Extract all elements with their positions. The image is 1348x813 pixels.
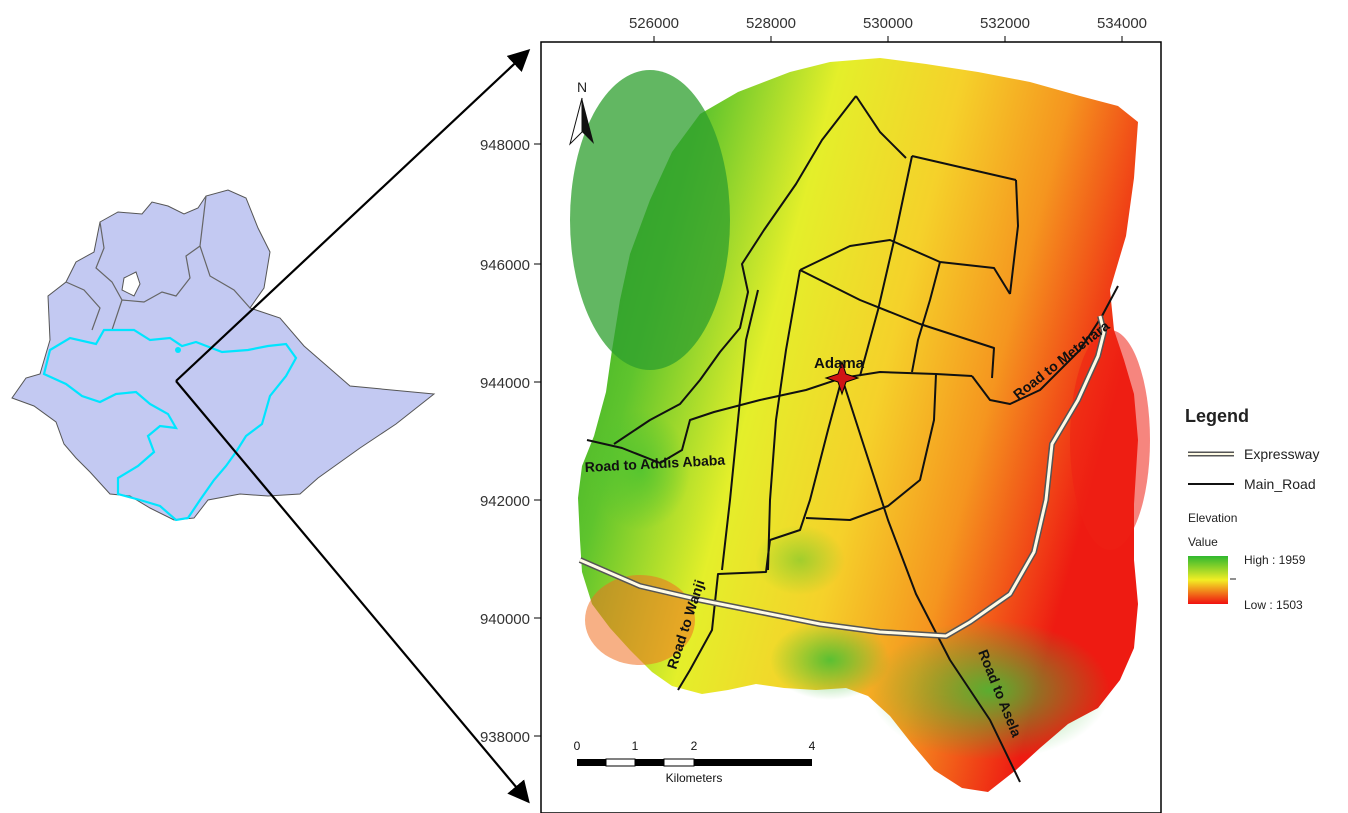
road-nw-diagonal: [613, 95, 857, 445]
legend: Legend Expressway Main_Road Elevation Va…: [1185, 406, 1319, 612]
y-tick-label: 946000: [480, 257, 530, 274]
city-label: Adama: [814, 355, 865, 372]
scale-label: 4: [809, 739, 816, 753]
road-h1: [799, 239, 1011, 295]
x-tick-label: 526000: [629, 15, 679, 32]
legend-elevation-ramp: [1188, 556, 1228, 604]
legend-elevation-label: Elevation: [1188, 511, 1237, 525]
legend-high-label: High : 1959: [1244, 553, 1306, 567]
x-tick-label: 534000: [1097, 15, 1147, 32]
road-v3: [859, 155, 913, 377]
road-curve-west: [659, 371, 973, 464]
road-v2: [767, 269, 801, 571]
road-v1: [721, 289, 759, 571]
x-tick-label: 532000: [980, 15, 1030, 32]
scale-bar: 0 1 2 4 Kilometers: [574, 739, 816, 785]
x-tick-label: 530000: [863, 15, 913, 32]
x-axis-labels: 526000 528000 530000 532000 534000: [629, 15, 1147, 32]
road-ne-from-top: [855, 95, 907, 159]
city-marker: Adama: [814, 355, 865, 396]
main-roads: [586, 95, 1119, 783]
y-tick-label: 942000: [480, 493, 530, 510]
road-v4: [911, 261, 941, 373]
legend-expressway-label: Expressway: [1244, 446, 1319, 462]
road-addis-ababa: [586, 439, 661, 464]
y-axis-labels: 948000 946000 944000 942000 940000 93800…: [480, 137, 530, 746]
road-asela: [841, 377, 1021, 783]
road-east-vertical: [1009, 179, 1019, 295]
y-tick-label: 948000: [480, 137, 530, 154]
legend-title: Legend: [1185, 406, 1249, 426]
scale-label: 0: [574, 739, 581, 753]
x-tick-label: 528000: [746, 15, 796, 32]
scale-unit: Kilometers: [666, 771, 723, 785]
y-tick-label: 944000: [480, 375, 530, 392]
y-tick-label: 938000: [480, 729, 530, 746]
road-wanji: [677, 377, 843, 691]
lake-hole: [121, 271, 141, 297]
road-top-east: [911, 155, 1017, 181]
scale-label: 1: [632, 739, 639, 753]
oromia-region-outline: [42, 328, 298, 522]
legend-main-road-label: Main_Road: [1244, 476, 1316, 492]
road-label-addis: Road to Addis Ababa: [584, 452, 725, 475]
zoom-arrow-top: [175, 48, 531, 382]
north-arrow-icon: N: [569, 79, 594, 146]
y-tick-label: 940000: [480, 611, 530, 628]
legend-value-label: Value: [1188, 535, 1218, 549]
country-outline: [11, 189, 436, 521]
road-inner-south: [805, 373, 937, 521]
road-h2: [799, 269, 995, 379]
region-boundaries: [65, 195, 251, 331]
country-inset-map: [11, 189, 436, 522]
zoom-arrow-bottom: [175, 380, 530, 804]
legend-low-label: Low : 1503: [1244, 598, 1303, 612]
axis-ticks: [534, 36, 1123, 737]
scale-label: 2: [691, 739, 698, 753]
north-label: N: [577, 79, 587, 95]
expressway: [578, 315, 1107, 639]
